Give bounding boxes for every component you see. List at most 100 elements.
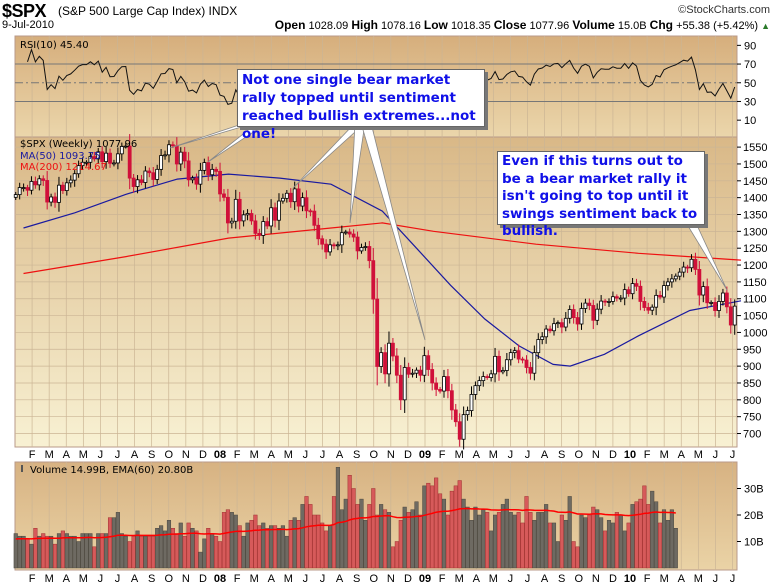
volume-bar bbox=[485, 512, 490, 569]
candle-up bbox=[363, 246, 368, 248]
month-label: D bbox=[404, 449, 412, 461]
volume-bar bbox=[139, 535, 144, 569]
candle-down bbox=[367, 246, 372, 262]
volume-bar bbox=[60, 530, 65, 569]
candle-down bbox=[449, 390, 454, 411]
volume-bar bbox=[194, 530, 199, 569]
volume-bar bbox=[414, 501, 419, 569]
month-label: F bbox=[29, 573, 36, 585]
price-tick-label: 1150 bbox=[743, 277, 767, 289]
candle-up bbox=[343, 231, 348, 234]
volume-bar bbox=[551, 522, 557, 569]
candle-up bbox=[167, 144, 171, 156]
volume-bar bbox=[88, 533, 93, 569]
candle-up bbox=[552, 323, 556, 332]
candle-down bbox=[226, 196, 230, 224]
month-label: J bbox=[525, 449, 531, 461]
volume-bar bbox=[579, 514, 584, 569]
candle-up bbox=[508, 352, 513, 361]
candle-up bbox=[422, 355, 427, 376]
candle-up bbox=[245, 213, 250, 216]
candle-up bbox=[512, 350, 517, 354]
month-label: M bbox=[250, 449, 259, 461]
month-label: 08 bbox=[214, 449, 226, 461]
price-tick-label: 750 bbox=[743, 412, 761, 424]
volume-bar bbox=[257, 525, 262, 569]
volume-bar bbox=[324, 530, 329, 569]
volume-bar bbox=[92, 546, 97, 569]
candle-down bbox=[724, 292, 729, 308]
month-label: J bbox=[320, 449, 326, 461]
month-label: O bbox=[164, 573, 173, 585]
low-value: 1018.35 bbox=[450, 20, 491, 32]
volume-bar bbox=[162, 530, 168, 569]
candle-down bbox=[446, 376, 450, 392]
candle-up bbox=[123, 145, 128, 148]
candle-down bbox=[53, 196, 57, 203]
volume-bar bbox=[217, 541, 223, 569]
volume-bar bbox=[45, 535, 50, 569]
candle-down bbox=[265, 221, 270, 227]
rsi-tick-label: 50 bbox=[744, 78, 756, 90]
volume-bar bbox=[37, 535, 42, 569]
triangle-up-icon: ▲ bbox=[761, 21, 770, 31]
volume-bar bbox=[559, 514, 564, 569]
volume-bar bbox=[669, 509, 674, 569]
candle-up bbox=[328, 244, 332, 253]
candle-down bbox=[60, 184, 65, 191]
volume-bar bbox=[654, 501, 659, 569]
volume-bar bbox=[390, 546, 395, 569]
volume-bar bbox=[214, 535, 219, 569]
candle-down bbox=[646, 307, 651, 311]
candle-up bbox=[650, 306, 655, 311]
volume-bar bbox=[143, 535, 148, 569]
month-label: A bbox=[473, 449, 481, 461]
candle-down bbox=[528, 367, 533, 374]
close-value: 1077.96 bbox=[529, 20, 570, 32]
month-label: M bbox=[250, 573, 259, 585]
volume-bar bbox=[642, 485, 647, 569]
month-label: N bbox=[592, 573, 600, 585]
volume-bar bbox=[379, 504, 384, 569]
candle-up bbox=[135, 179, 140, 187]
candle-up bbox=[64, 182, 69, 191]
candle-up bbox=[210, 168, 215, 176]
volume-bar bbox=[351, 488, 356, 569]
volume-bar bbox=[406, 512, 411, 569]
volume-bar bbox=[610, 522, 615, 569]
volume-bar bbox=[284, 535, 289, 569]
volume-bar bbox=[606, 520, 612, 569]
candle-down bbox=[571, 309, 576, 319]
month-label: A bbox=[63, 449, 71, 461]
month-label: 08 bbox=[214, 573, 226, 585]
volume-bar bbox=[441, 498, 447, 569]
candle-down bbox=[713, 302, 717, 311]
candle-up bbox=[155, 168, 160, 180]
volume-bar bbox=[430, 485, 435, 569]
month-label: A bbox=[336, 573, 344, 585]
price-tick-label: 800 bbox=[743, 395, 761, 407]
candle-down bbox=[434, 382, 439, 390]
volume-bar bbox=[276, 528, 282, 569]
volume-bar bbox=[178, 522, 183, 569]
rsi-tick-label: 10 bbox=[744, 115, 756, 127]
candle-down bbox=[108, 152, 112, 164]
volume-bar bbox=[622, 530, 627, 569]
candle-down bbox=[591, 305, 596, 321]
month-label: A bbox=[678, 573, 686, 585]
volume-bar bbox=[13, 533, 18, 569]
month-label: A bbox=[336, 449, 344, 461]
month-label: M bbox=[45, 449, 54, 461]
volume-bar bbox=[174, 533, 179, 569]
ma50-legend: MA(50) 1093.75 bbox=[20, 151, 101, 162]
candle-down bbox=[626, 289, 631, 295]
volume-bar bbox=[190, 528, 195, 569]
volume-bar bbox=[269, 525, 274, 569]
volume-bar bbox=[135, 530, 140, 569]
month-label: S bbox=[558, 449, 565, 461]
volume-bar bbox=[504, 498, 509, 569]
volume-bar bbox=[508, 512, 513, 569]
month-label: M bbox=[79, 573, 88, 585]
candle-up bbox=[681, 266, 686, 273]
volume-bar bbox=[532, 520, 537, 569]
